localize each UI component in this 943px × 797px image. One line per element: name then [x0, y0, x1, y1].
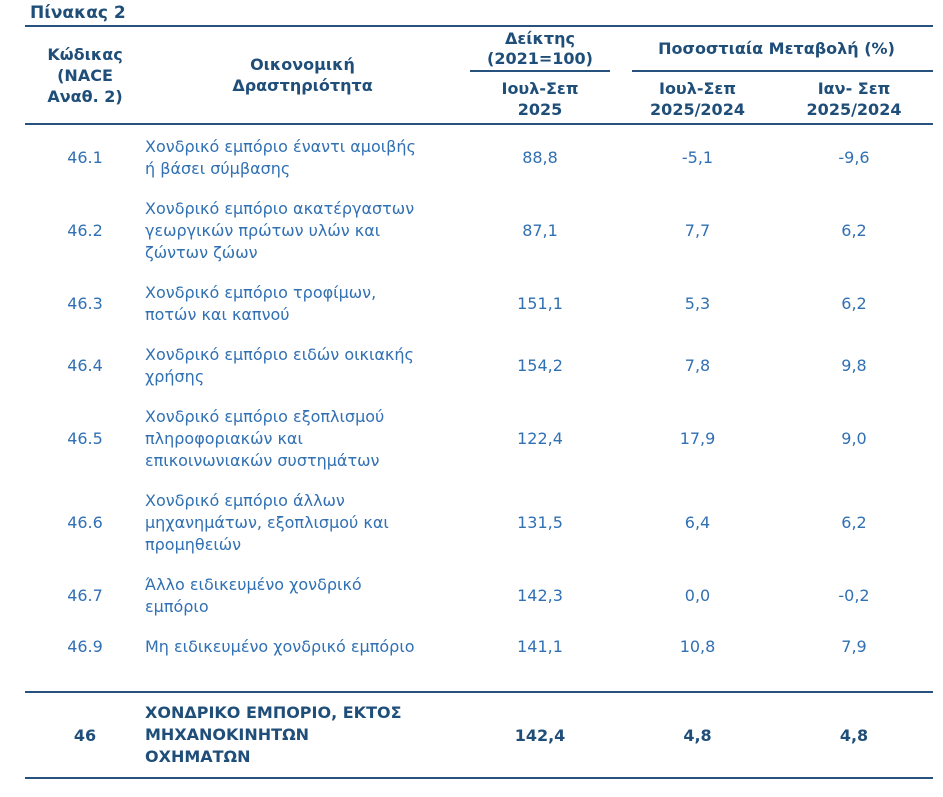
table-row: 46.3 Χονδρικό εμπόριο τροφίμων, ποτών κα…	[25, 273, 933, 335]
table-header: Κώδικας (NACE Αναθ. 2) Οικονομική Δραστη…	[25, 27, 933, 125]
nace-code: 46.6	[67, 513, 103, 532]
total-row: 46 ΧΟΝΔΡΙΚΟ ΕΜΠΟΡΙΟ, ΕΚΤΟΣ ΜΗΧΑΝΟΚΙΝΗΤΩΝ…	[25, 691, 933, 779]
pct-change-quarter: 0,0	[684, 586, 711, 605]
index-value: 87,1	[522, 221, 558, 240]
nace-code: 46.9	[67, 637, 103, 656]
statistics-table: Κώδικας (NACE Αναθ. 2) Οικονομική Δραστη…	[25, 25, 933, 779]
table-title: Πίνακας 2	[30, 3, 126, 23]
header-index-period: Ιουλ-Σεπ 2025	[501, 78, 579, 119]
pct-change-ytd: 9,0	[841, 429, 867, 448]
pct-change-ytd: -9,6	[838, 148, 870, 167]
pct-change-ytd: 9,8	[841, 356, 867, 375]
pct-change-ytd: 7,9	[841, 637, 867, 656]
total-pct-change-quarter: 4,8	[683, 725, 712, 745]
total-activity-name: ΧΟΝΔΡΙΚΟ ΕΜΠΟΡΙΟ, ΕΚΤΟΣ ΜΗΧΑΝΟΚΙΝΗΤΩΝ ΟΧ…	[145, 703, 402, 766]
activity-name: Χονδρικό εμπόριο ειδών οικιακής χρήσης	[145, 345, 414, 386]
pct-change-quarter: -5,1	[681, 148, 714, 167]
total-index-value: 142,4	[514, 725, 566, 745]
pct-change-ytd: 6,2	[841, 513, 867, 532]
table-row: 46.5 Χονδρικό εμπόριο εξοπλισμού πληροφο…	[25, 397, 933, 481]
table-row: 46.6 Χονδρικό εμπόριο άλλων μηχανημάτων,…	[25, 481, 933, 565]
nace-code: 46.4	[67, 356, 103, 375]
index-value: 122,4	[517, 429, 563, 448]
table-row: 46.4 Χονδρικό εμπόριο ειδών οικιακής χρή…	[25, 335, 933, 397]
header-nace-code: Κώδικας (NACE Αναθ. 2)	[47, 44, 123, 106]
nace-code: 46.7	[67, 586, 103, 605]
activity-name: Χονδρικό εμπόριο εξοπλισμού πληροφοριακώ…	[145, 407, 385, 470]
header-index-group: Δείκτης (2021=100) Ιουλ-Σεπ 2025	[460, 27, 620, 123]
index-value: 141,1	[517, 637, 563, 656]
table-row: 46.2 Χονδρικό εμπόριο ακατέργαστων γεωργ…	[25, 189, 933, 273]
header-pct-label: Ποσοστιαία Μεταβολή (%)	[658, 38, 895, 58]
table-row: 46.7 Άλλο ειδικευμένο χονδρικό εμπόριο 1…	[25, 565, 933, 627]
header-pct-group: Ποσοστιαία Μεταβολή (%) Ιουλ-Σεπ 2025/20…	[620, 27, 933, 123]
pct-change-quarter: 5,3	[684, 294, 711, 313]
index-value: 142,3	[517, 586, 563, 605]
table-row: 46.1 Χονδρικό εμπόριο έναντι αμοιβής ή β…	[25, 127, 933, 189]
pct-change-quarter: 6,4	[684, 513, 711, 532]
pct-change-ytd: -0,2	[838, 586, 870, 605]
total-pct-change-ytd: 4,8	[839, 725, 869, 745]
pct-change-quarter: 10,8	[679, 637, 716, 656]
nace-code: 46.2	[67, 221, 103, 240]
index-value: 131,5	[517, 513, 563, 532]
pct-change-ytd: 6,2	[841, 294, 867, 313]
index-value: 151,1	[517, 294, 563, 313]
nace-code: 46.1	[67, 148, 103, 167]
pct-change-quarter: 7,8	[684, 356, 711, 375]
pct-change-quarter: 17,9	[679, 429, 716, 448]
pct-change-ytd: 6,2	[841, 221, 867, 240]
header-index-underline	[470, 70, 610, 72]
index-value: 154,2	[517, 356, 563, 375]
activity-name: Χονδρικό εμπόριο άλλων μηχανημάτων, εξοπ…	[145, 491, 389, 554]
activity-name: Χονδρικό εμπόριο ακατέργαστων γεωργικών …	[145, 199, 415, 262]
header-pct-subcolumns: Ιουλ-Σεπ 2025/2024 Ιαν- Σεπ 2025/2024	[620, 72, 933, 123]
header-index-label: Δείκτης (2021=100)	[487, 28, 593, 68]
index-value: 88,8	[522, 148, 558, 167]
activity-name: Χονδρικό εμπόριο τροφίμων, ποτών και καπ…	[145, 283, 377, 324]
nace-code: 46.3	[67, 294, 103, 313]
header-pct-period-1: Ιουλ-Σεπ 2025/2024	[650, 78, 745, 119]
total-nace-code: 46	[73, 725, 97, 745]
header-pct-period-2: Ιαν- Σεπ 2025/2024	[806, 78, 902, 119]
table-body: 46.1 Χονδρικό εμπόριο έναντι αμοιβής ή β…	[25, 127, 933, 667]
table-row: 46.9 Μη ειδικευμένο χονδρικό εμπόριο 141…	[25, 627, 933, 667]
document-page: Πίνακας 2 Κώδικας (NACE Αναθ. 2) Οικονομ…	[25, 3, 933, 779]
pct-change-quarter: 7,7	[684, 221, 711, 240]
header-activity: Οικονομική Δραστηριότητα	[232, 55, 373, 95]
activity-name: Άλλο ειδικευμένο χονδρικό εμπόριο	[145, 575, 362, 616]
nace-code: 46.5	[67, 429, 103, 448]
activity-name: Μη ειδικευμένο χονδρικό εμπόριο	[145, 637, 415, 656]
activity-name: Χονδρικό εμπόριο έναντι αμοιβής ή βάσει …	[145, 137, 416, 178]
header-pct-underline	[632, 70, 933, 72]
